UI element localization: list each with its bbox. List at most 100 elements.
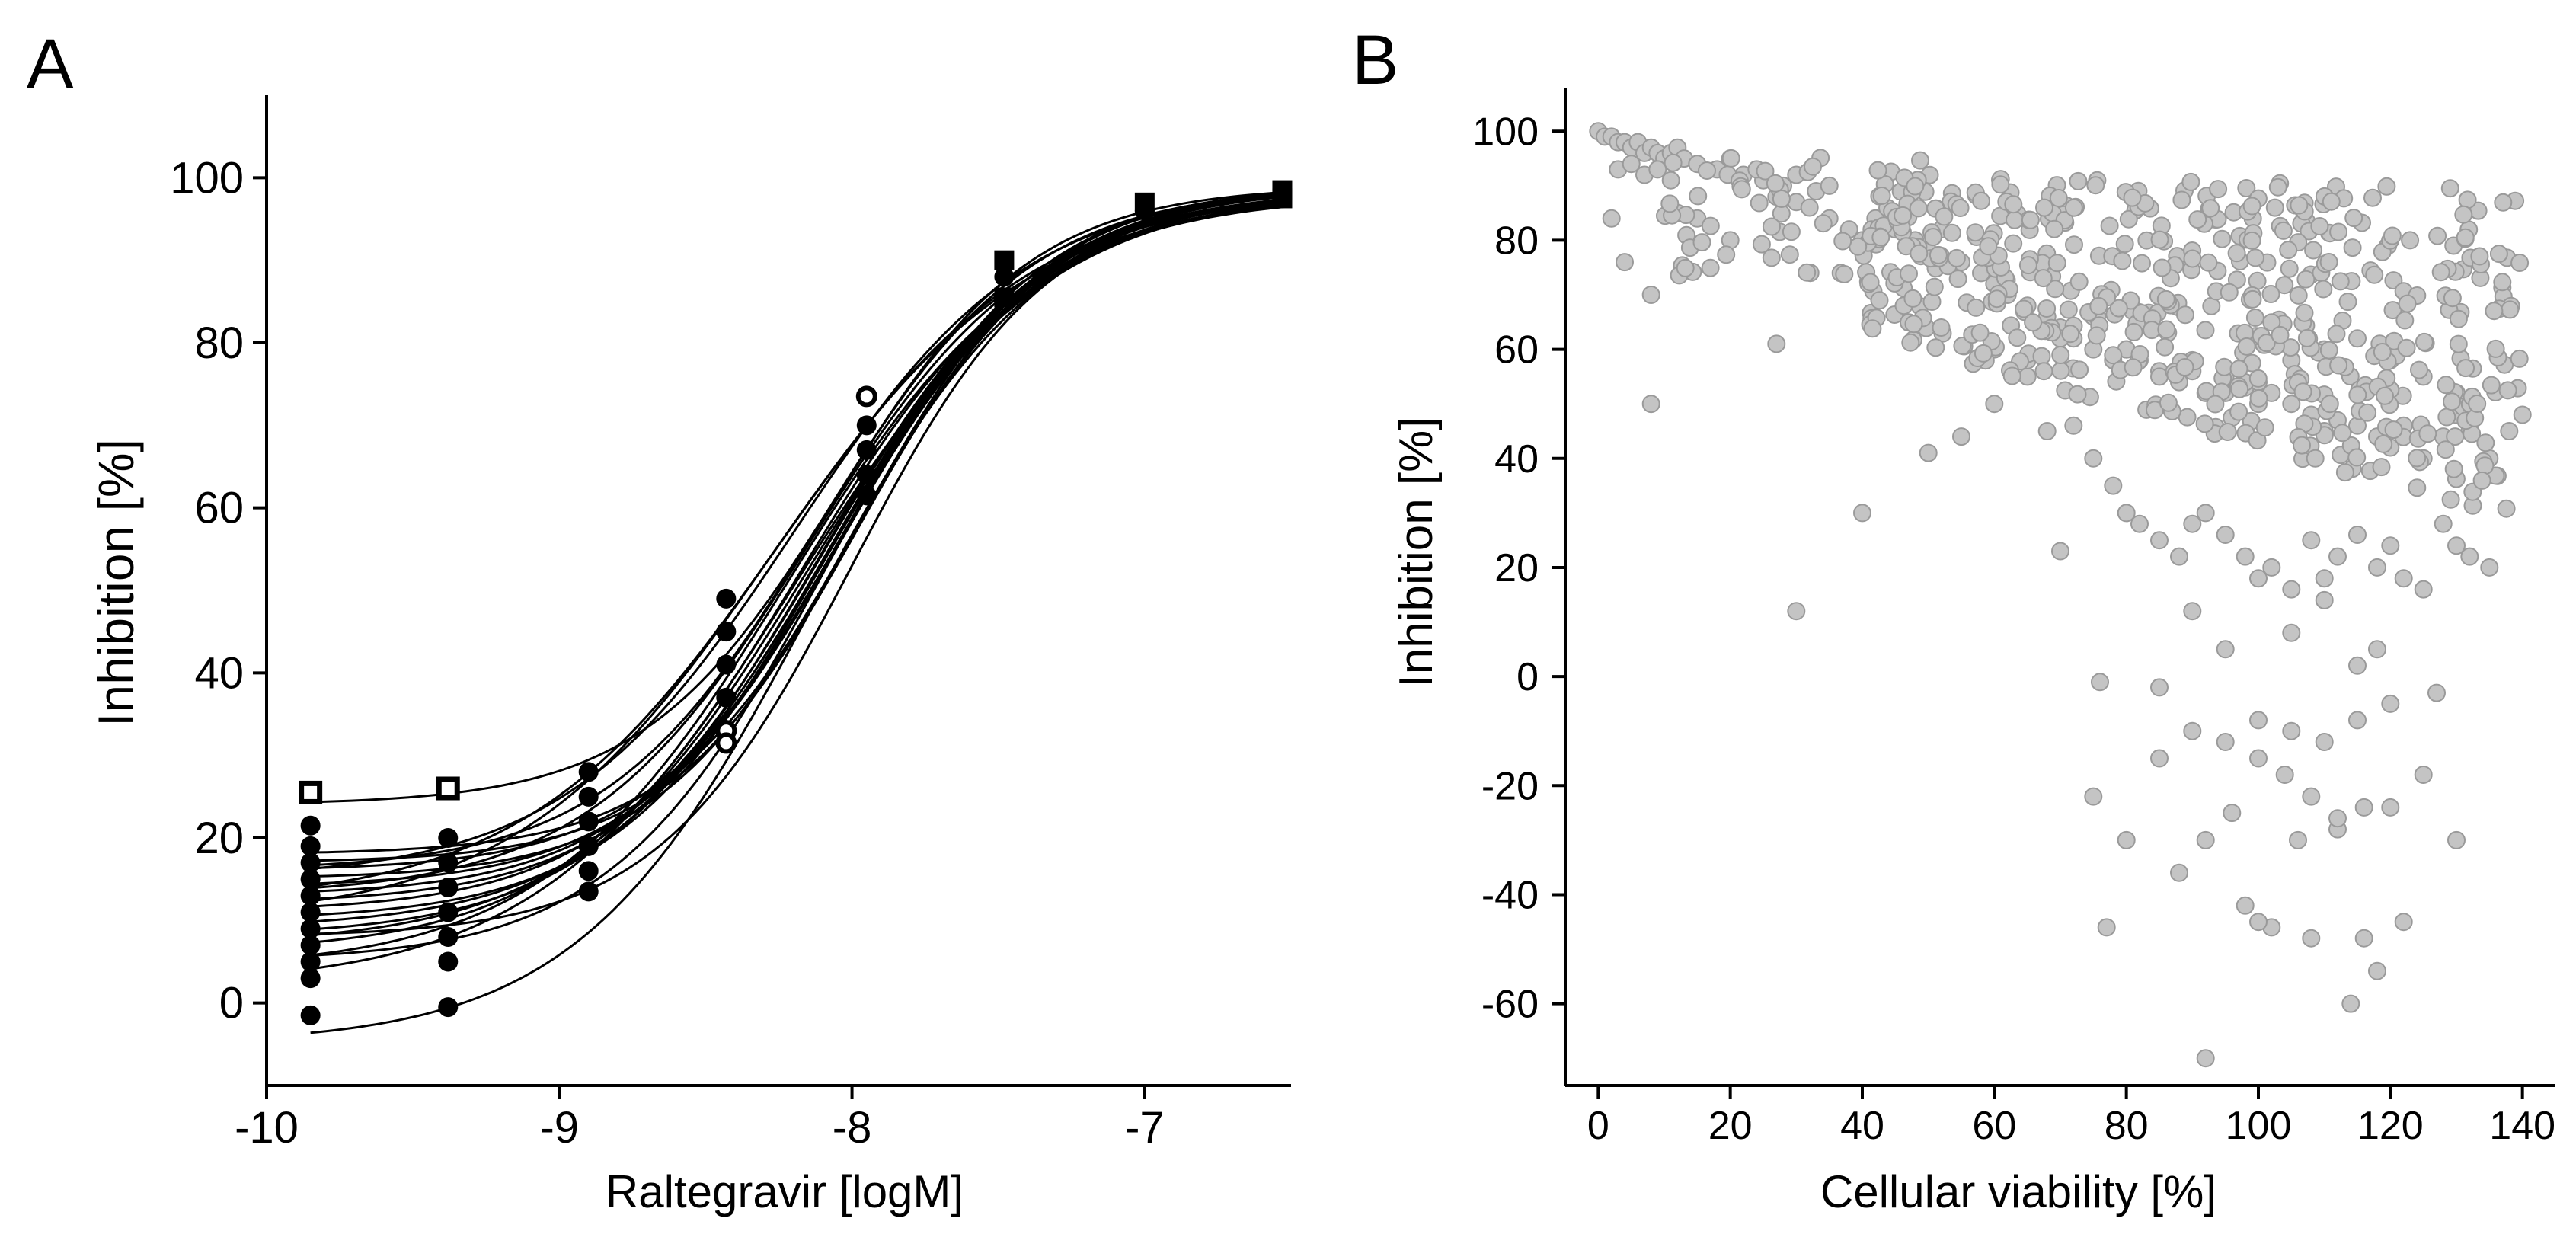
panel-a-curve (310, 201, 1292, 935)
panel-b-ytick-label: 100 (1472, 110, 1539, 154)
panel-b-point (2123, 188, 2142, 207)
panel-b-point (2437, 376, 2456, 395)
panel-a-ytick-label: 60 (194, 484, 244, 533)
panel-b-point (1833, 232, 1852, 251)
panel-b-point (1979, 237, 1998, 256)
panel-a-point (994, 287, 1015, 308)
panel-b-point (1804, 157, 1822, 176)
panel-b-point (1798, 263, 1817, 282)
panel-b-point (1974, 344, 1993, 363)
panel-b-point (1942, 223, 1961, 242)
panel-b-point (2183, 721, 2202, 740)
panel-b-ytick-label: 60 (1494, 328, 1539, 373)
panel-b-point (2109, 299, 2128, 318)
panel-a-point (578, 811, 599, 832)
panel-b-point (2004, 234, 2023, 253)
panel-b-point (2410, 360, 2428, 379)
panel-b-point (2117, 830, 2136, 849)
panel-a-xtick-label: -7 (1125, 1103, 1165, 1153)
panel-b-point (2021, 210, 2040, 229)
panel-b-point (1814, 214, 1833, 233)
panel-b-point (1752, 235, 1771, 254)
panel-b-point (2069, 272, 2089, 291)
panel-b-point (2510, 254, 2530, 272)
panel-b-point (1721, 149, 1740, 168)
panel-a-point (716, 588, 737, 609)
panel-b-point (2282, 580, 2301, 599)
panel-b-point (2372, 458, 2391, 477)
panel-b-point (2468, 395, 2487, 413)
panel-b-point (1762, 217, 1781, 236)
panel-b-point (2084, 787, 2103, 806)
panel-a-point (578, 861, 599, 881)
panel-a-point (436, 776, 460, 801)
panel-b-point (2091, 673, 2109, 692)
panel-b-point (1932, 318, 1951, 337)
panel-b-ytick-label: -20 (1481, 764, 1539, 808)
panel-b-xtick-label: 140 (2489, 1104, 2555, 1148)
panel-a-point (578, 762, 599, 782)
panel-b-point (1987, 289, 2006, 309)
panel-b-point (2376, 386, 2394, 405)
panel-b-point (2377, 177, 2396, 196)
panel-b-point (2255, 418, 2274, 437)
panel-a: A 0 20 40 60 80 100 -10 -9 -8 -7 Raltegravir [log… (27, 25, 1293, 1217)
panel-b-point (2368, 558, 2386, 577)
panel-b-ytick-label: -40 (1481, 873, 1539, 917)
panel-b-point (2348, 656, 2367, 675)
panel-b-point (2104, 476, 2123, 495)
panel-b-point (2354, 929, 2373, 948)
panel-b-point (2408, 478, 2427, 497)
panel-a-point (438, 878, 459, 897)
panel-a-point (438, 997, 459, 1018)
panel-b-point (2415, 332, 2434, 351)
panel-b-point (2395, 311, 2415, 330)
panel-b-point (2289, 830, 2307, 849)
panel-a-point (715, 732, 737, 754)
panel-a-point (856, 465, 877, 485)
panel-b-point (2440, 179, 2459, 198)
panel-a-point (299, 780, 323, 804)
panel-b-point (2242, 197, 2261, 216)
panel-a-ytick-label: 20 (194, 814, 244, 863)
panel-b-point (2280, 259, 2299, 278)
panel-b-point (2150, 678, 2169, 697)
panel-b-point (2206, 395, 2225, 414)
panel-b-point (2368, 961, 2386, 980)
panel-b-xtick-label: 40 (1840, 1104, 1884, 1148)
panel-b-point (2501, 300, 2520, 319)
panel-b-point (2024, 313, 2043, 332)
panel-b-xtick-label: 60 (1972, 1104, 2016, 1148)
panel-b-point (2223, 804, 2242, 823)
panel-b-point (2104, 346, 2123, 365)
panel-b-point (2320, 395, 2339, 414)
panel-b-point (2119, 209, 2138, 229)
panel-b-point (2034, 362, 2053, 381)
panel-b-point (2293, 436, 2311, 455)
panel-b-point (2275, 276, 2294, 295)
panel-b-point (2302, 787, 2321, 806)
panel-b-point (2195, 414, 2214, 433)
panel-b-point (2348, 526, 2367, 544)
panel-b-point (1750, 193, 1769, 213)
panel-b-point (2310, 217, 2329, 235)
panel-b-point (2130, 514, 2149, 533)
panel-b-xtick-label: 0 (1587, 1104, 1609, 1148)
panel-b-point (2296, 270, 2316, 289)
panel-b-point (2271, 325, 2290, 344)
panel-b-ytick-label: 0 (1517, 655, 1539, 699)
panel-b-xlabel: Cellular viability [%] (1820, 1166, 2216, 1217)
panel-a-label: A (27, 25, 74, 103)
panel-b-point (2265, 198, 2284, 217)
panel-b-point (1900, 264, 1918, 283)
panel-b-point (2443, 289, 2462, 308)
panel-b-point (2188, 210, 2207, 229)
panel-b-point (2297, 328, 2316, 347)
panel-b-point (1906, 177, 1925, 196)
panel-a-point (300, 919, 321, 939)
panel-b-point (2084, 449, 2103, 468)
panel-a-curve (310, 192, 1292, 867)
panel-b-point (2436, 440, 2455, 459)
panel-b-point (2431, 263, 2450, 282)
panel-b-point (2315, 569, 2334, 588)
